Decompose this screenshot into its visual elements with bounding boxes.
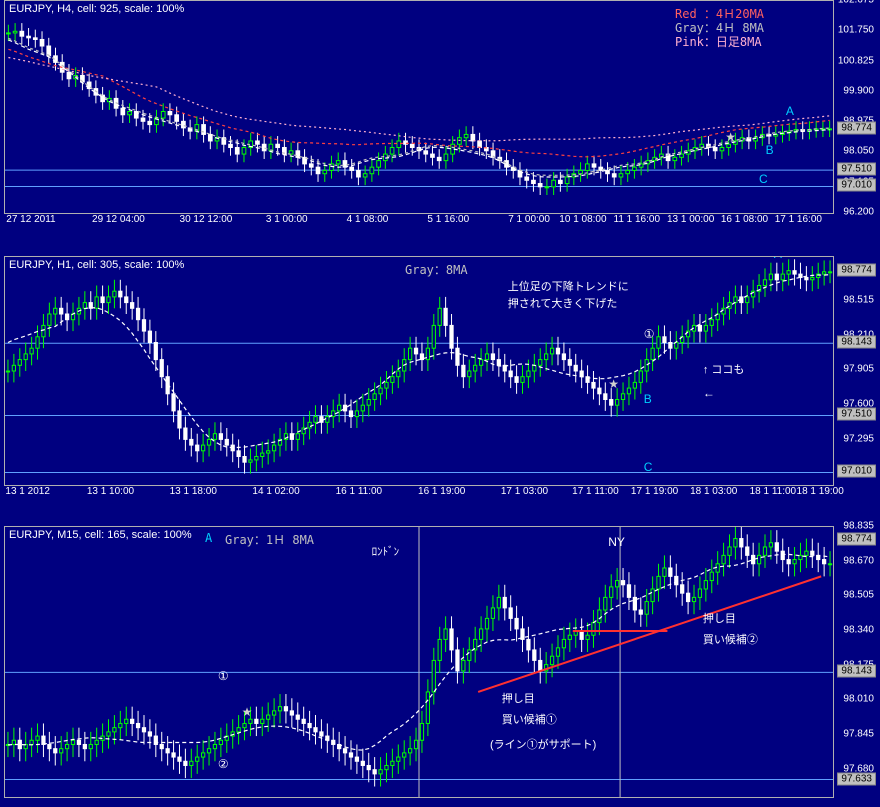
y-tick: 98.340 — [843, 625, 874, 636]
legend-item: Gray：1Ｈ 8MA — [225, 531, 314, 548]
chart-title: EURJPY, M15, cell: 165, scale: 100% — [9, 529, 192, 541]
x-tick: 13 1 18:00 — [170, 486, 217, 497]
y-price-badge: 98.143 — [837, 336, 876, 349]
y-tick: 98.050 — [843, 146, 874, 157]
x-tick: 16 1 08:00 — [721, 214, 768, 225]
chart-root: EURJPY, H4, cell: 925, scale: 100%Red ：4… — [0, 0, 880, 807]
annotation: 買い候補① — [502, 711, 557, 727]
annotation: ① — [644, 327, 655, 341]
x-tick: 17 1 11:00 — [572, 486, 619, 497]
annotation: A — [786, 104, 794, 118]
y-tick: 98.515 — [843, 294, 874, 305]
x-tick: 18 1 03:00 — [690, 486, 737, 497]
y-tick: 98.010 — [843, 694, 874, 705]
annotation: ﾛﾝﾄﾞﾝ — [372, 543, 400, 559]
x-tick: 13 1 2012 — [5, 486, 50, 497]
y-price-badge: 97.633 — [837, 772, 876, 785]
y-price-badge: 97.010 — [837, 465, 876, 478]
annotation: C — [644, 460, 653, 474]
chart-title: EURJPY, H4, cell: 925, scale: 100% — [9, 3, 184, 15]
x-tick: 5 1 16:00 — [427, 214, 469, 225]
y-axis: 98.83598.67098.50598.34098.17598.01097.8… — [834, 526, 876, 796]
chart-title: EURJPY, H1, cell: 305, scale: 100% — [9, 259, 184, 271]
legend-item: Gray：8MA — [405, 261, 468, 278]
x-axis — [4, 796, 832, 804]
y-tick: 97.845 — [843, 729, 874, 740]
chart-area[interactable]: EURJPY, M15, cell: 165, scale: 100% A Gray… — [4, 526, 834, 798]
y-axis: 98.77498.51598.21097.90597.60097.29598.7… — [834, 256, 876, 484]
x-tick: 14 1 02:00 — [252, 486, 299, 497]
legend-item: A — [205, 531, 212, 545]
y-tick: 98.505 — [843, 590, 874, 601]
annotation: ★ — [242, 705, 253, 719]
annotation: 買い候補② — [703, 631, 758, 647]
annotation: (ライン①がサポート) — [490, 736, 596, 752]
annotation: A — [774, 256, 782, 261]
annotation: 上位足の下降トレンドに — [508, 278, 629, 294]
x-tick: 30 12 12:00 — [180, 214, 233, 225]
x-tick: 10 1 08:00 — [559, 214, 606, 225]
x-tick: 3 1 00:00 — [266, 214, 308, 225]
x-tick: 17 1 16:00 — [775, 214, 822, 225]
annotation: ← — [703, 386, 715, 400]
annotation: 押し目 — [502, 690, 535, 706]
y-price-badge: 98.774 — [837, 532, 876, 545]
y-price-badge: 98.774 — [837, 264, 876, 277]
annotation: 押されて大きく下げた — [508, 295, 618, 311]
x-axis: 27 12 2011 29 12 04:00 30 12 12:00 3 1 00:0… — [4, 212, 832, 230]
x-tick: 17 1 19:00 — [631, 486, 678, 497]
annotation: B — [766, 143, 774, 157]
y-price-badge: 97.510 — [837, 408, 876, 421]
y-axis: 102.675101.750100.82599.90098.97598.0509… — [834, 0, 876, 212]
x-tick: 13 1 00:00 — [667, 214, 714, 225]
annotation: NY — [608, 535, 625, 549]
chart-area[interactable]: EURJPY, H4, cell: 925, scale: 100%Red ：4… — [4, 0, 834, 214]
chart-panel-panel2: EURJPY, H1, cell: 305, scale: 100% Gray：8… — [4, 256, 878, 502]
y-price-badge: 97.010 — [837, 179, 876, 192]
y-tick: 100.825 — [838, 55, 874, 66]
x-tick: 18 1 11:00 — [750, 486, 797, 497]
annotation: ① — [218, 669, 229, 683]
y-price-badge: 98.774 — [837, 121, 876, 134]
x-tick: 4 1 08:00 — [347, 214, 389, 225]
annotation: B — [644, 392, 652, 406]
legend-item: Pink：日足8MA — [675, 33, 762, 50]
y-tick: 98.670 — [843, 555, 874, 566]
annotation: ② — [218, 757, 229, 771]
chart-area[interactable]: EURJPY, H1, cell: 305, scale: 100% Gray：8… — [4, 256, 834, 486]
x-axis: 13 1 2012 13 1 10:00 13 1 18:00 14 1 02:00 1… — [4, 484, 832, 502]
x-tick: 16 1 11:00 — [336, 486, 383, 497]
x-tick: 7 1 00:00 — [508, 214, 550, 225]
x-tick: 17 1 03:00 — [501, 486, 548, 497]
y-tick: 98.835 — [843, 521, 874, 532]
x-tick: 16 1 19:00 — [418, 486, 465, 497]
x-tick: 11 1 16:00 — [614, 214, 661, 225]
annotation: ↑ ココも — [703, 361, 745, 377]
y-tick: 101.750 — [838, 25, 874, 36]
x-tick: 27 12 2011 — [6, 214, 55, 225]
x-tick: 29 12 04:00 — [92, 214, 145, 225]
y-tick: 102.675 — [838, 0, 874, 6]
y-price-badge: 97.510 — [837, 163, 876, 176]
y-price-badge: 98.143 — [837, 665, 876, 678]
y-tick: 96.200 — [843, 207, 874, 218]
chart-panel-panel1: EURJPY, H4, cell: 925, scale: 100%Red ：4… — [4, 0, 878, 230]
y-tick: 97.905 — [843, 364, 874, 375]
annotation: ★ — [608, 377, 619, 391]
annotation: C — [759, 172, 768, 186]
x-tick: 13 1 10:00 — [87, 486, 134, 497]
annotation: ★ — [725, 130, 736, 144]
y-tick: 97.295 — [843, 433, 874, 444]
x-tick: 18 1 19:00 — [797, 486, 844, 497]
annotation: 押し目 — [703, 610, 736, 626]
chart-panel-panel3: EURJPY, M15, cell: 165, scale: 100% A Gray… — [4, 526, 878, 804]
y-tick: 99.900 — [843, 85, 874, 96]
